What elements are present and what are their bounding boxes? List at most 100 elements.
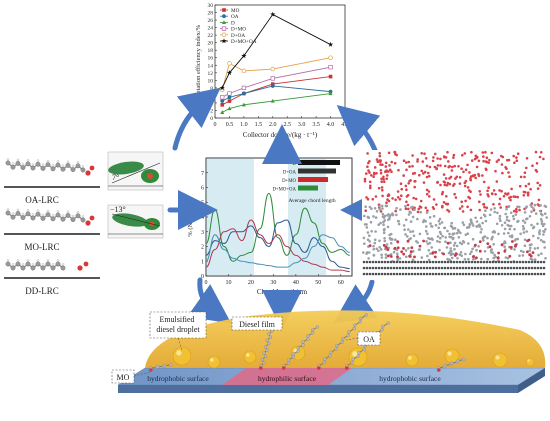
top-series-point xyxy=(220,103,225,107)
water-molecule xyxy=(431,159,435,163)
water-molecule xyxy=(505,167,508,170)
collector-atom xyxy=(310,331,315,335)
mo-label-box xyxy=(111,369,135,384)
emulsified-label: Emulsified diesel droplet xyxy=(156,315,200,334)
surface-atom xyxy=(485,266,489,270)
top-series-point xyxy=(220,99,225,103)
collector-head xyxy=(431,251,435,255)
oil-molecule xyxy=(538,232,541,236)
oil-molecule xyxy=(486,257,490,261)
surface-atom xyxy=(542,260,546,264)
water-molecule xyxy=(427,174,431,178)
water-molecule xyxy=(369,186,372,190)
top-y-tick-label: 26 xyxy=(208,18,214,24)
water-molecule xyxy=(413,180,416,183)
carbon-atom xyxy=(80,167,86,173)
water-molecule xyxy=(387,193,391,196)
collector-atom xyxy=(381,324,385,329)
collector-atom xyxy=(267,332,271,336)
md-surface-layers xyxy=(362,260,546,276)
oil-molecule xyxy=(404,204,407,208)
surface-atom xyxy=(464,272,468,276)
water-molecule xyxy=(381,188,384,192)
surface-atom xyxy=(461,260,465,264)
water-molecule xyxy=(450,169,454,172)
surface-atom xyxy=(536,260,540,264)
water-molecule xyxy=(527,182,531,186)
hydrogen-atom xyxy=(11,162,15,165)
mid-legend-label: D+MO+OA xyxy=(272,188,296,193)
md-water-molecules xyxy=(363,150,545,214)
water-molecule xyxy=(425,192,429,196)
water-molecule xyxy=(376,160,380,163)
oil-molecule xyxy=(475,248,478,252)
mid-x-tick-label: 30 xyxy=(270,280,276,286)
water-molecule xyxy=(515,159,519,162)
surface-atom xyxy=(524,272,528,276)
oil-molecule xyxy=(518,254,521,257)
oil-molecule xyxy=(453,226,457,230)
surface-atom xyxy=(410,260,414,264)
oil-molecule xyxy=(448,232,451,236)
surface-atom xyxy=(494,266,498,270)
carbon-atom xyxy=(15,160,21,166)
oil-molecule xyxy=(387,213,390,216)
oil-molecule xyxy=(428,216,432,219)
surface-atom xyxy=(482,266,486,270)
carbon-atom xyxy=(30,215,36,221)
mid-chart-series xyxy=(205,192,350,273)
water-molecule xyxy=(387,199,391,203)
top-y-tick-label: 6 xyxy=(210,93,213,99)
oil-molecule xyxy=(413,208,416,212)
water-molecule xyxy=(371,197,375,201)
oil-molecule xyxy=(509,224,513,228)
oil-molecule xyxy=(540,222,544,225)
oa-esp-inset: 7° xyxy=(107,151,164,191)
collector-head xyxy=(442,252,445,256)
water-molecule xyxy=(432,156,435,159)
water-molecule xyxy=(378,154,382,158)
oil-molecule xyxy=(505,215,509,219)
oil-molecule xyxy=(409,220,413,223)
oil-molecule xyxy=(388,215,391,219)
oil-molecule xyxy=(541,224,545,228)
mid-chart-legend: D D+OA D+MO D+MO+OA xyxy=(272,160,340,193)
top-series-point xyxy=(270,84,275,88)
oil-molecule xyxy=(372,253,376,257)
carbon-atom xyxy=(75,163,81,169)
water-molecule xyxy=(398,198,402,201)
oil-molecule xyxy=(380,256,384,259)
oil-molecule xyxy=(447,251,451,255)
surface-atom xyxy=(467,272,471,276)
collector-head xyxy=(413,255,416,259)
oil-molecule xyxy=(505,207,508,211)
surface-atom xyxy=(437,260,441,264)
water-molecule xyxy=(487,161,491,164)
oil-molecule xyxy=(419,210,423,214)
hydrogen-atom xyxy=(81,165,85,168)
oil-molecule xyxy=(449,247,453,250)
surface-atom xyxy=(386,260,390,264)
collector-head xyxy=(475,256,478,260)
carbon-atom xyxy=(50,216,56,222)
hydrogen-atom xyxy=(21,212,25,216)
water-molecule xyxy=(477,159,481,163)
oil-molecule xyxy=(508,224,511,228)
water-molecule xyxy=(386,174,389,177)
hydrogen-atom xyxy=(26,159,30,162)
collector-head xyxy=(437,368,441,372)
collector-atom xyxy=(291,352,296,356)
surface-atom xyxy=(476,272,480,276)
water-molecule xyxy=(447,165,451,169)
surface-atom xyxy=(449,272,453,276)
md-oil-layer xyxy=(362,203,548,263)
surface-atom xyxy=(431,266,435,270)
carbon-atom xyxy=(25,261,31,267)
diesel-droplet xyxy=(405,353,419,367)
water-molecule xyxy=(413,185,417,189)
oil-molecule xyxy=(396,252,399,256)
oil-molecule xyxy=(508,227,512,231)
collector-head xyxy=(259,366,263,370)
oil-molecule xyxy=(536,222,539,226)
